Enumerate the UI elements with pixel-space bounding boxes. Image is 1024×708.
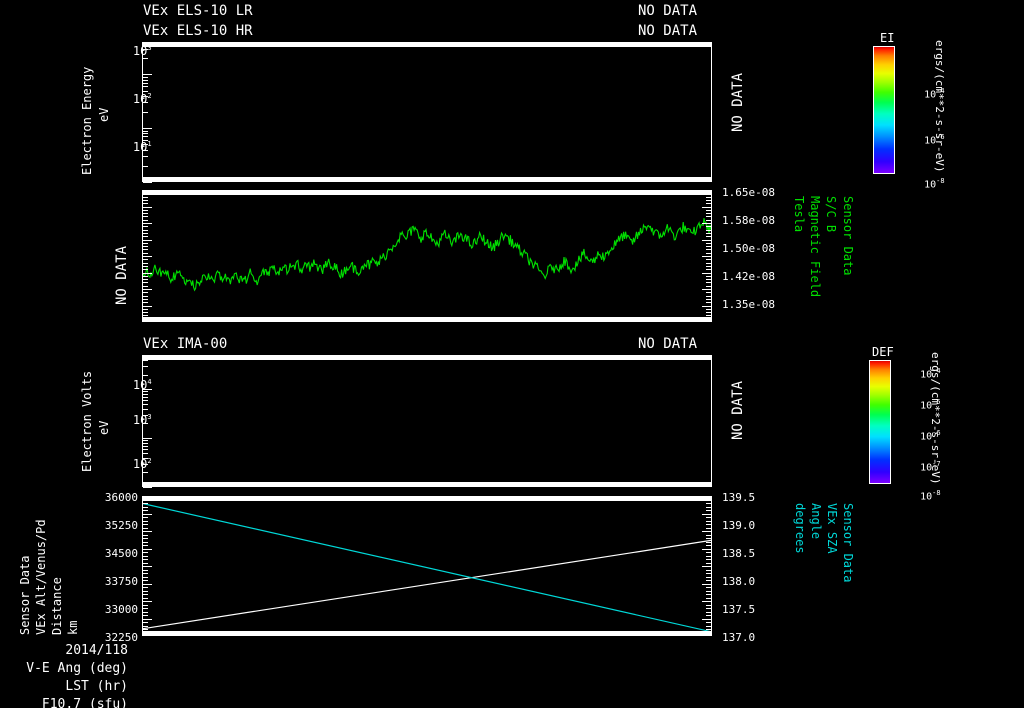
panel4-ytick-r-1380: 138.0 [722, 575, 755, 588]
panel4-ylabel-r-sensor-data: Sensor Data [841, 503, 855, 582]
panel4-ytick-l-35250: 35250 [62, 519, 138, 532]
panel3-ytick-3: 103 [104, 399, 138, 441]
panel3-ytick-4-exp: 4 [147, 378, 151, 386]
panel4-ytick-r-1385: 138.5 [722, 547, 755, 560]
colorbar2-tick-n8-mantissa: 10 [920, 491, 932, 502]
panel3-nodata-right: NO DATA [730, 381, 746, 440]
colorbar1-units-group: ergs/(cm**2-s-sr-eV) [946, 40, 1024, 53]
colorbar2-gradient [869, 360, 891, 484]
panel1-plot-area [142, 42, 712, 182]
ephemeris-traces [143, 497, 711, 635]
panel3-ylabel: Electron Volts [80, 371, 94, 472]
panel4-ytick-l-33750: 33750 [62, 575, 138, 588]
panel1-nodata-lr: NO DATA [638, 3, 697, 19]
distance-line [143, 540, 711, 628]
panel4-ylabel-vex-sza: VEx SZA [825, 503, 839, 554]
panel4-ytick-r-1390: 139.0 [722, 519, 755, 532]
panel4-ytick-l-33000: 33000 [62, 603, 138, 616]
panel4-ylabel-angle: Angle [809, 503, 823, 539]
colorbar1-gradient [873, 46, 895, 174]
panel4-ytick-l-34500: 34500 [62, 547, 138, 560]
colorbar1-tick-n8-exp: -8 [936, 177, 944, 185]
panel4-ylabel-degrees: degrees [793, 503, 807, 554]
panel1-title-hr: VEx ELS-10 HR [143, 23, 253, 39]
panel4-ytick-r-1375: 137.5 [722, 603, 755, 616]
colorbar1-tick-n8-mantissa: 10 [924, 179, 936, 190]
panel2-nodata-left: NO DATA [114, 246, 130, 305]
panel1-ytick-2-mantissa: 10 [133, 92, 147, 106]
panel1-ytick-3: 103 [104, 30, 138, 72]
panel2-ytick-158: 1.58e-08 [722, 214, 775, 227]
panel4-ylabel-alt-venus-pd: VEx Alt/Venus/Pd [34, 519, 48, 635]
row-label-f107: F10.7 (sfu) [0, 697, 128, 708]
panel2-ylabel-tesla: Tesla [792, 196, 806, 232]
panel4-plot-area [142, 496, 712, 636]
panel2-ytick-150: 1.50e-08 [722, 242, 775, 255]
panel1-ytick-1-mantissa: 10 [133, 140, 147, 154]
colorbar1-label: EI [880, 31, 894, 45]
colorbar2-units: ergs/(cm**2-s-sr-eV) [929, 352, 942, 484]
panel4-ytick-r-1395: 139.5 [722, 491, 755, 504]
panel1-nodata-right: NO DATA [730, 73, 746, 132]
panel4-ylabel-km: km [66, 621, 80, 635]
panel2-ytick-135: 1.35e-08 [722, 298, 775, 311]
panel1-nodata-hr: NO DATA [638, 23, 697, 39]
summary-plot-page: VEx ELS-10 LR VEx ELS-10 HR NO DATA NO D… [0, 0, 1024, 708]
colorbar1-units: ergs/(cm**2-s-sr-eV) [933, 40, 946, 172]
panel1-ytick-1: 101 [104, 126, 138, 168]
x-minor-tick [711, 43, 712, 47]
x-minor-tick [711, 317, 712, 321]
xaxis-date-label: 2014/118 [0, 643, 128, 658]
x-minor-tick [711, 191, 712, 195]
panel2-ylabel-sc-b: S/C B [824, 196, 838, 232]
panel2-ylabel-sensor-data: Sensor Data [841, 196, 855, 275]
panel3-ytick-2: 102 [104, 443, 138, 485]
panel1-ytick-2: 102 [104, 78, 138, 120]
x-minor-tick [711, 177, 712, 181]
colorbar2-label: DEF [872, 345, 894, 359]
row-label-ve-ang: V-E Ang (deg) [0, 661, 128, 676]
magnetic-field-trace [143, 191, 711, 321]
panel1-ylabel: Electron Energy [80, 67, 94, 175]
sza-line [143, 504, 711, 632]
panel2-plot-area [142, 190, 712, 322]
panel4-ylabel-sensor-data: Sensor Data [18, 556, 32, 635]
panel3-title: VEx IMA-00 [143, 336, 227, 352]
colorbar2-units-group: ergs/(cm**2-s-sr-eV) [942, 352, 1024, 365]
row-label-lst: LST (hr) [0, 679, 128, 694]
panel2-ytick-142: 1.42e-08 [722, 270, 775, 283]
panel4-ylabel-distance: Distance [50, 577, 64, 635]
colorbar2-tick-n8-exp: -8 [932, 489, 940, 497]
panel2-ytick-165: 1.65e-08 [722, 186, 775, 199]
panel4-ytick-r-1370: 137.0 [722, 631, 755, 644]
panel4-ytick-l-36000: 36000 [62, 491, 138, 504]
panel2-ylabel-magnetic-field: Magnetic Field [808, 196, 822, 297]
panel3-nodata-top: NO DATA [638, 336, 697, 352]
panel3-plot-area [142, 355, 712, 487]
panel1-title-lr: VEx ELS-10 LR [143, 3, 253, 19]
